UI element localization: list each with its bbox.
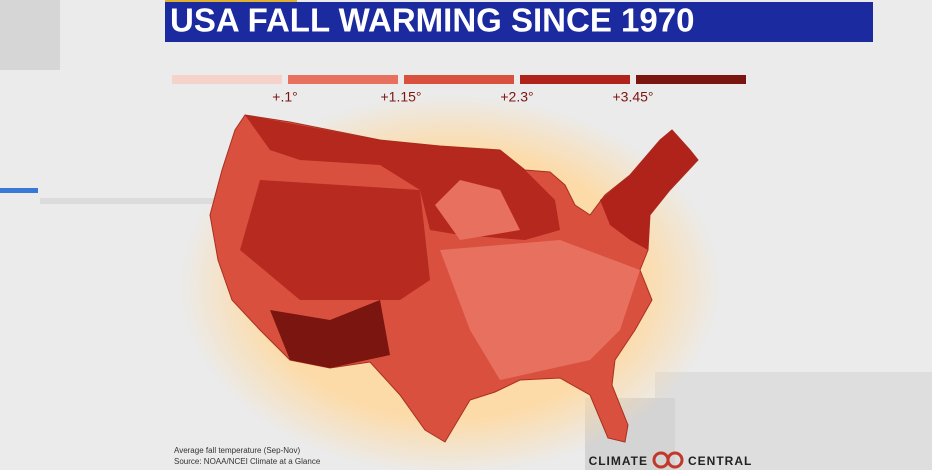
title: USA FALL WARMING SINCE 1970 — [170, 2, 694, 39]
legend-label: +3.45° — [612, 89, 653, 105]
legend: +.1° +1.15° +2.3° +3.45° — [172, 75, 746, 105]
region — [270, 300, 390, 368]
accent-bar — [0, 188, 38, 193]
accent-bar — [40, 198, 220, 204]
region — [240, 180, 430, 300]
legend-swatch — [520, 75, 630, 84]
legend-swatch — [636, 75, 746, 84]
legend-swatch — [288, 75, 398, 84]
panel — [655, 372, 932, 470]
footnote: Source: NOAA/NCEI Climate at a Glance — [174, 457, 321, 466]
legend-swatch — [404, 75, 514, 84]
footnote: Average fall temperature (Sep-Nov) — [174, 446, 300, 455]
map — [209, 114, 699, 443]
title-bar — [165, 2, 873, 42]
logo-text: CLIMATE — [589, 454, 648, 468]
legend-label: +.1° — [272, 89, 297, 105]
logo-icon — [666, 451, 684, 469]
region — [440, 240, 640, 380]
region — [435, 180, 520, 240]
legend-swatch — [172, 75, 282, 84]
panel — [0, 0, 60, 70]
logo-text: CENTRAL — [688, 454, 752, 468]
region — [600, 130, 698, 250]
